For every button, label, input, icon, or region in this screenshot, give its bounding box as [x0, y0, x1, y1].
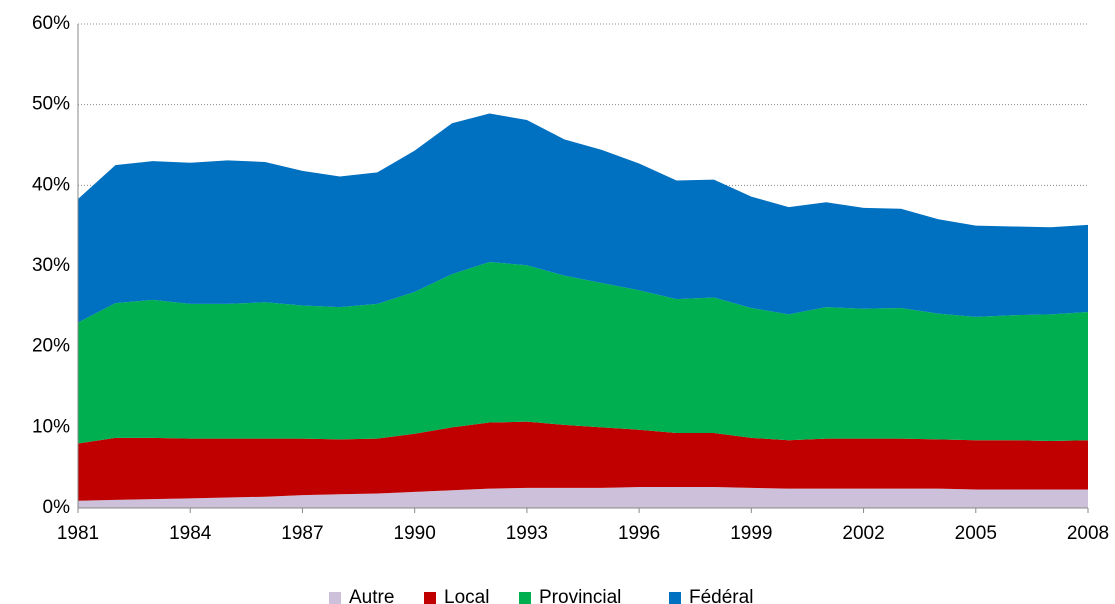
- x-tick-label: 1987: [281, 523, 323, 544]
- area: [78, 421, 1088, 501]
- y-tick-label: 50%: [32, 94, 70, 115]
- x-tick-label: 2008: [1067, 523, 1109, 544]
- y-tick-label: 0%: [43, 497, 71, 518]
- legend-label: Provincial: [539, 587, 621, 604]
- legend-label: Local: [444, 587, 489, 604]
- x-tick-label: 1990: [394, 523, 436, 544]
- x-tick-label: 1981: [57, 523, 99, 544]
- x-tick-label: 1984: [169, 523, 212, 544]
- x-tick-label: 1993: [506, 523, 548, 544]
- y-tick-label: 40%: [32, 174, 70, 195]
- x-tick-label: 1996: [618, 523, 660, 544]
- area: [78, 261, 1088, 444]
- legend-label: Autre: [349, 587, 394, 604]
- legend-label: Fédéral: [689, 587, 753, 604]
- legend-swatch: [519, 592, 531, 604]
- legend-swatch: [424, 592, 436, 604]
- y-tick-label: 10%: [32, 416, 70, 437]
- area: [78, 487, 1088, 508]
- x-tick-label: 2005: [955, 523, 997, 544]
- x-tick-label: 1999: [730, 523, 772, 544]
- area: [78, 113, 1088, 323]
- y-tick-label: 20%: [32, 336, 70, 357]
- legend-swatch: [669, 592, 681, 604]
- legend-swatch: [329, 592, 341, 604]
- x-tick-label: 2002: [842, 523, 884, 544]
- y-tick-label: 60%: [32, 13, 70, 34]
- y-tick-label: 30%: [32, 255, 70, 276]
